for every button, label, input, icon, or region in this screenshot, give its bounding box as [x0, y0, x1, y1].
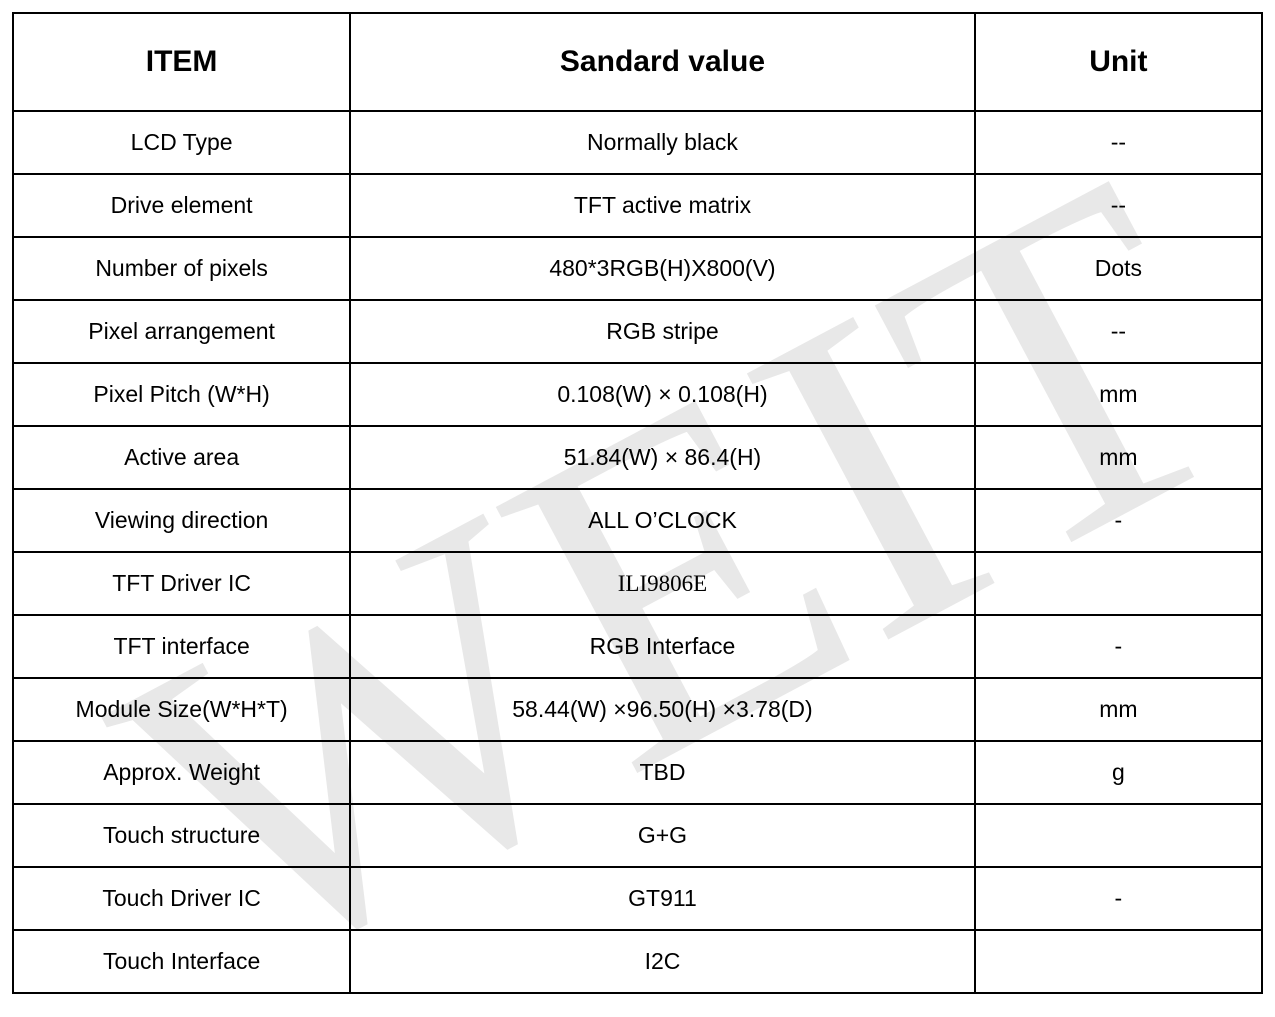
cell-item: Approx. Weight — [13, 741, 350, 804]
table-row: Approx. WeightTBDg — [13, 741, 1262, 804]
cell-item: LCD Type — [13, 111, 350, 174]
table-row: Pixel arrangementRGB stripe-- — [13, 300, 1262, 363]
cell-item: Drive element — [13, 174, 350, 237]
cell-value: ALL O’CLOCK — [350, 489, 975, 552]
cell-unit: - — [975, 615, 1262, 678]
cell-item: Module Size(W*H*T) — [13, 678, 350, 741]
cell-value: RGB Interface — [350, 615, 975, 678]
cell-unit: Dots — [975, 237, 1262, 300]
cell-value: G+G — [350, 804, 975, 867]
table-row: Touch InterfaceI2C — [13, 930, 1262, 993]
table-row: Number of pixels480*3RGB(H)X800(V)Dots — [13, 237, 1262, 300]
table-row: Pixel Pitch (W*H)0.108(W) × 0.108(H)mm — [13, 363, 1262, 426]
cell-unit: - — [975, 489, 1262, 552]
cell-unit — [975, 552, 1262, 615]
cell-item: TFT interface — [13, 615, 350, 678]
cell-value: ILI9806E — [350, 552, 975, 615]
cell-item: Pixel arrangement — [13, 300, 350, 363]
cell-value: RGB stripe — [350, 300, 975, 363]
cell-unit: -- — [975, 300, 1262, 363]
cell-item: Viewing direction — [13, 489, 350, 552]
table-row: TFT Driver ICILI9806E — [13, 552, 1262, 615]
table-row: TFT interfaceRGB Interface- — [13, 615, 1262, 678]
cell-unit: -- — [975, 111, 1262, 174]
cell-item: Number of pixels — [13, 237, 350, 300]
cell-value: I2C — [350, 930, 975, 993]
col-header-item: ITEM — [13, 13, 350, 111]
cell-unit: mm — [975, 678, 1262, 741]
cell-unit: mm — [975, 426, 1262, 489]
table-row: LCD TypeNormally black-- — [13, 111, 1262, 174]
table-row: Module Size(W*H*T)58.44(W) ×96.50(H) ×3.… — [13, 678, 1262, 741]
cell-item: Touch Driver IC — [13, 867, 350, 930]
table-row: Viewing directionALL O’CLOCK- — [13, 489, 1262, 552]
spec-table: ITEM Sandard value Unit LCD TypeNormally… — [12, 12, 1263, 994]
cell-unit: g — [975, 741, 1262, 804]
cell-value: 58.44(W) ×96.50(H) ×3.78(D) — [350, 678, 975, 741]
table-row: Drive elementTFT active matrix-- — [13, 174, 1262, 237]
cell-unit — [975, 804, 1262, 867]
table-row: Touch structureG+G — [13, 804, 1262, 867]
cell-value: TBD — [350, 741, 975, 804]
cell-unit: - — [975, 867, 1262, 930]
cell-unit — [975, 930, 1262, 993]
table-row: Touch Driver ICGT911- — [13, 867, 1262, 930]
col-header-unit: Unit — [975, 13, 1262, 111]
cell-unit: -- — [975, 174, 1262, 237]
cell-value: TFT active matrix — [350, 174, 975, 237]
col-header-value: Sandard value — [350, 13, 975, 111]
cell-item: Touch Interface — [13, 930, 350, 993]
cell-value: GT911 — [350, 867, 975, 930]
cell-value: Normally black — [350, 111, 975, 174]
table-header-row: ITEM Sandard value Unit — [13, 13, 1262, 111]
cell-value: 0.108(W) × 0.108(H) — [350, 363, 975, 426]
cell-value: 480*3RGB(H)X800(V) — [350, 237, 975, 300]
cell-item: TFT Driver IC — [13, 552, 350, 615]
cell-value: 51.84(W) × 86.4(H) — [350, 426, 975, 489]
cell-item: Active area — [13, 426, 350, 489]
cell-item: Pixel Pitch (W*H) — [13, 363, 350, 426]
cell-item: Touch structure — [13, 804, 350, 867]
spec-table-container: ITEM Sandard value Unit LCD TypeNormally… — [0, 0, 1275, 1006]
table-row: Active area51.84(W) × 86.4(H)mm — [13, 426, 1262, 489]
cell-unit: mm — [975, 363, 1262, 426]
